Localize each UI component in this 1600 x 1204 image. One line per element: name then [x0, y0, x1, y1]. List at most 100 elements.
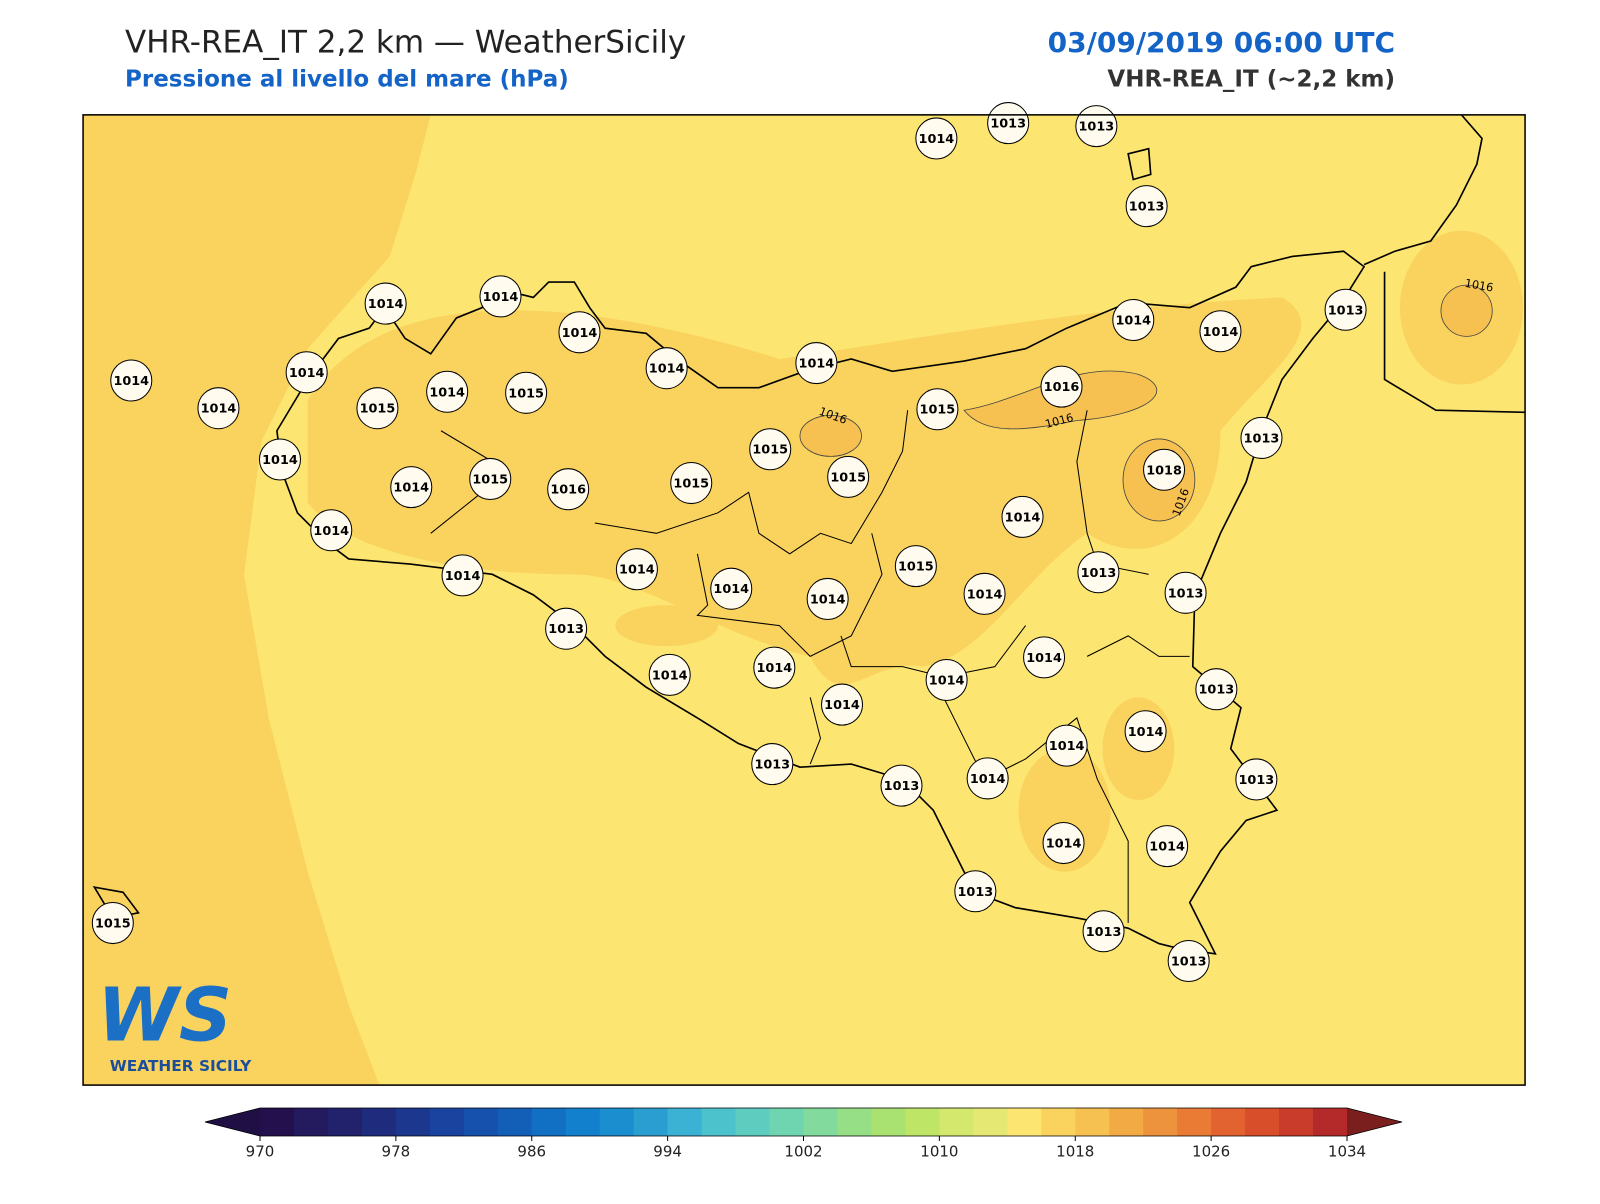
station-marker — [1023, 636, 1066, 679]
station-value: 1015 — [508, 386, 544, 401]
station-value: 1013 — [990, 117, 1026, 132]
colorbar-tick-label: 1018 — [1056, 1143, 1094, 1161]
station-marker — [1077, 551, 1120, 594]
shade — [615, 605, 718, 647]
color-bin — [803, 1108, 838, 1136]
station-value: 1014 — [919, 132, 955, 147]
color-bin — [463, 1108, 499, 1136]
station-value: 1014 — [289, 366, 325, 381]
station-marker — [954, 870, 997, 913]
station-value: 1015 — [752, 443, 788, 458]
station-value: 1014 — [429, 385, 465, 400]
station-marker — [426, 370, 469, 413]
station-marker — [1001, 495, 1044, 538]
station-marker — [820, 683, 864, 726]
station-value: 1014 — [483, 290, 519, 305]
color-bin — [361, 1108, 397, 1136]
station-marker — [806, 577, 849, 620]
station-value: 1015 — [920, 403, 956, 418]
station-marker — [364, 282, 407, 325]
logo: WS WEATHER SICILY — [97, 972, 252, 1075]
station-value: 1014 — [713, 582, 749, 597]
colorbar-tick-label: 1010 — [920, 1143, 958, 1161]
colorbar-tick-label: 970 — [246, 1143, 275, 1161]
color-bin — [531, 1108, 567, 1136]
frame — [82, 114, 1526, 1086]
station-value: 1013 — [548, 622, 584, 637]
station-marker — [615, 548, 658, 591]
shade — [83, 114, 431, 1086]
station-marker — [285, 351, 328, 394]
station-marker — [1235, 758, 1278, 801]
station-marker — [547, 468, 590, 511]
station-value: 1014 — [1203, 325, 1239, 340]
calabria — [1363, 114, 1526, 414]
colorbar-tick-label: 978 — [382, 1143, 411, 1161]
subtitle: Pressione al livello del mare (hPa) — [125, 67, 569, 93]
contour — [799, 414, 862, 457]
station-value: 1013 — [884, 779, 920, 794]
station-value: 1015 — [830, 470, 866, 485]
contour-label: 1016 — [1464, 277, 1494, 295]
station-value: 1014 — [1049, 739, 1085, 754]
colorbar-tick-label: 986 — [517, 1143, 546, 1161]
station-marker — [1240, 416, 1283, 459]
station-marker — [827, 455, 870, 498]
station-marker — [749, 428, 792, 471]
station-marker — [751, 743, 794, 786]
station-value: 1014 — [1128, 725, 1164, 740]
over-arrow — [1347, 1108, 1402, 1136]
station-marker — [915, 117, 958, 160]
station-marker — [925, 658, 968, 701]
logo-text: WEATHER SICILY — [110, 1057, 252, 1075]
title: VHR-REA_IT 2,2 km — WeatherSicily — [125, 25, 686, 61]
color-bin — [1041, 1108, 1076, 1136]
color-bin — [735, 1108, 771, 1136]
color-bin — [1143, 1108, 1178, 1136]
under-arrow — [205, 1108, 260, 1136]
colorbar-tick-label: 1034 — [1328, 1143, 1366, 1161]
station-marker — [710, 567, 753, 610]
station-marker — [670, 462, 713, 505]
station-value: 1013 — [1199, 683, 1235, 698]
station-marker — [1199, 310, 1242, 353]
station-value: 1014 — [201, 402, 237, 417]
station-marker — [1112, 298, 1155, 342]
station-marker — [197, 387, 240, 430]
color-bin — [1313, 1108, 1348, 1136]
shade — [1018, 748, 1111, 872]
station-value: 1013 — [1328, 303, 1364, 318]
station-marker — [505, 371, 548, 414]
station-value: 1013 — [958, 885, 994, 900]
station-value: 1014 — [649, 362, 685, 377]
station-value: 1013 — [1171, 955, 1207, 970]
station-marker — [1040, 365, 1083, 408]
color-bin — [395, 1108, 431, 1136]
station-marker — [648, 653, 691, 696]
station-value: 1014 — [810, 592, 846, 607]
station-value: 1014 — [262, 453, 298, 468]
station-marker — [545, 607, 588, 650]
station-marker — [894, 545, 937, 588]
color-bin — [1177, 1108, 1212, 1136]
station-marker — [1124, 710, 1167, 753]
colorbar-tick-label: 994 — [653, 1143, 682, 1161]
station-marker — [1082, 910, 1125, 953]
color-bin — [939, 1108, 974, 1136]
station-value: 1014 — [1005, 510, 1041, 525]
station-value: 1014 — [113, 374, 149, 389]
station-marker — [1075, 105, 1118, 148]
color-bin — [1007, 1108, 1042, 1136]
station-value: 1014 — [562, 326, 598, 341]
color-bin — [973, 1108, 1008, 1136]
model: VHR-REA_IT (~2,2 km) — [1107, 67, 1395, 93]
station-marker — [1324, 288, 1367, 331]
station-value: 1018 — [1146, 463, 1182, 478]
station-value: 1016 — [1044, 380, 1080, 395]
station-marker — [1042, 822, 1085, 865]
station-marker — [479, 275, 522, 318]
color-bin — [769, 1108, 804, 1136]
color-bin — [871, 1108, 906, 1136]
station-value: 1013 — [1079, 120, 1115, 135]
station-marker — [795, 342, 838, 385]
